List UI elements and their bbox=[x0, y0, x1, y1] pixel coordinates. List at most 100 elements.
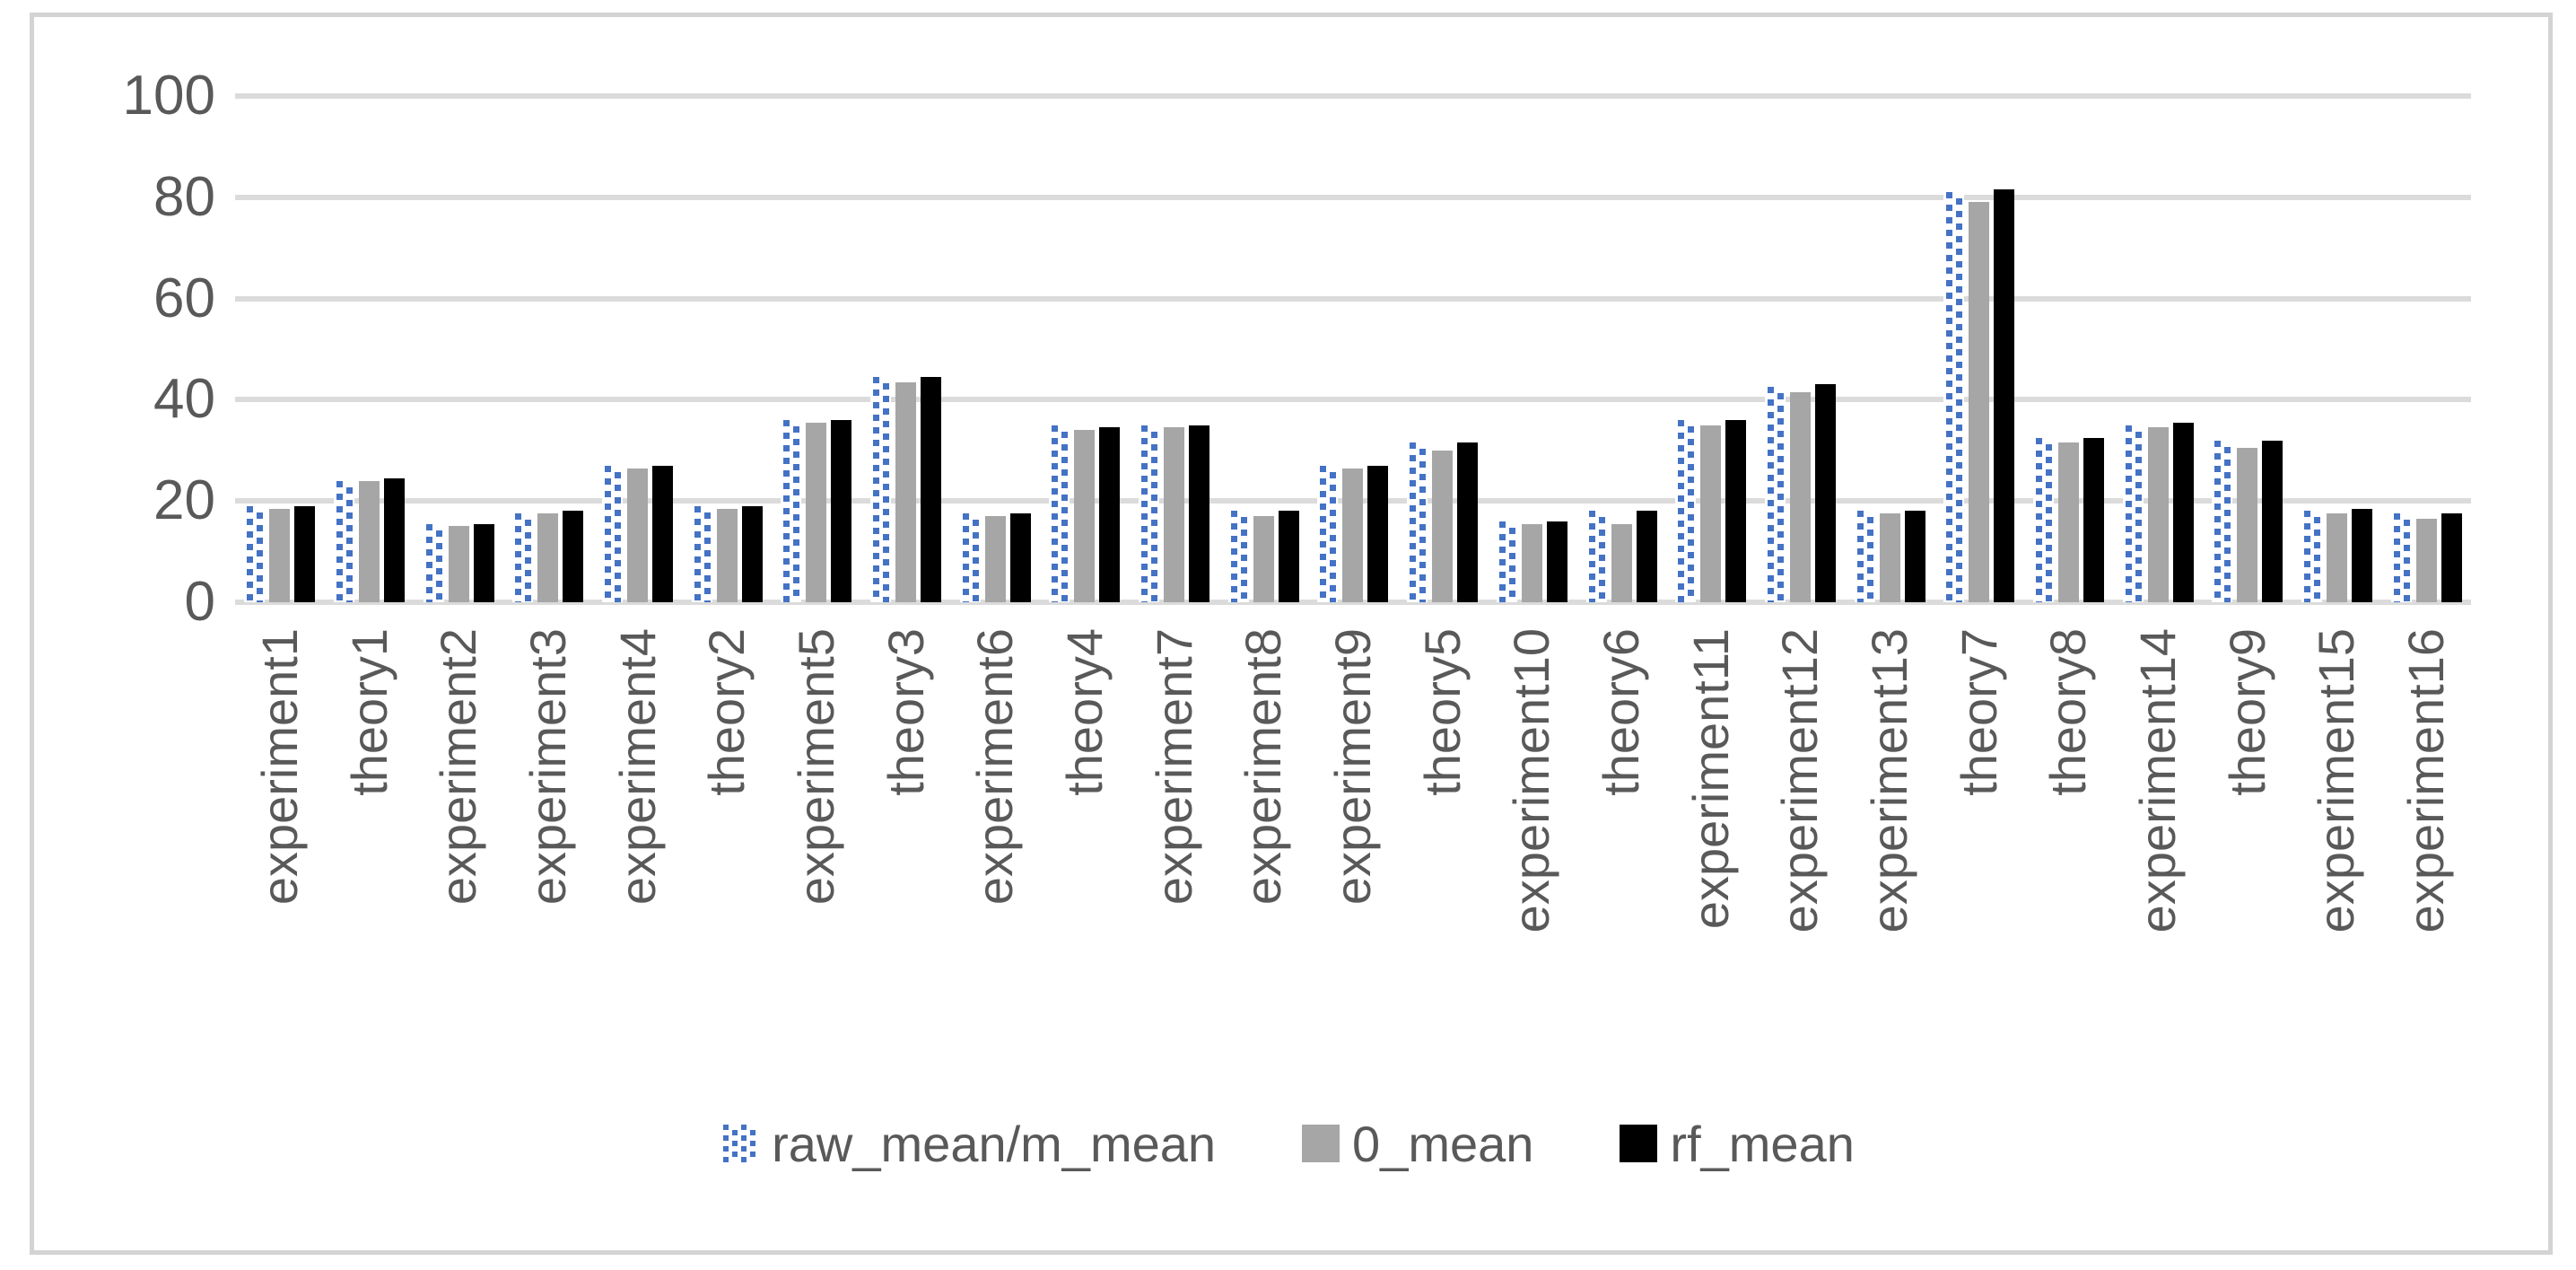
x-category-label-experiment8: experiment8 bbox=[1235, 628, 1292, 906]
bar-0_mean-theory9 bbox=[2237, 447, 2258, 602]
bar-raw_mean/m_mean-experiment1 bbox=[244, 505, 266, 602]
bar-rf_mean-experiment10 bbox=[1546, 521, 1567, 602]
bar-0_mean-experiment13 bbox=[1879, 513, 1900, 602]
bar-raw_mean/m_mean-theory3 bbox=[870, 377, 892, 602]
bar-group-theory2 bbox=[682, 96, 772, 602]
bar-group-theory3 bbox=[861, 96, 951, 602]
bar-raw_mean/m_mean-experiment16 bbox=[2390, 513, 2412, 602]
bar-raw_mean/m_mean-experiment8 bbox=[1227, 511, 1249, 602]
bar-0_mean-experiment9 bbox=[1342, 468, 1364, 602]
x-category-label-experiment9: experiment9 bbox=[1324, 628, 1381, 906]
x-category-label-theory1: theory1 bbox=[340, 628, 397, 796]
bar-raw_mean/m_mean-theory8 bbox=[2032, 437, 2054, 602]
bar-0_mean-theory6 bbox=[1611, 523, 1632, 602]
x-category-label-experiment7: experiment7 bbox=[1145, 628, 1202, 906]
x-category-label-theory4: theory4 bbox=[1055, 628, 1113, 796]
gridline-100 bbox=[235, 93, 2471, 99]
bar-0_mean-experiment4 bbox=[627, 468, 649, 602]
bar-0_mean-experiment1 bbox=[269, 508, 291, 602]
x-category-label-experiment1: experiment1 bbox=[250, 628, 308, 906]
bar-raw_mean/m_mean-theory5 bbox=[1407, 442, 1428, 602]
bar-rf_mean-experiment8 bbox=[1278, 511, 1299, 602]
bar-group-theory5 bbox=[1398, 96, 1488, 602]
bar-0_mean-experiment14 bbox=[2147, 427, 2169, 602]
bar-group-experiment1 bbox=[235, 96, 325, 602]
bar-0_mean-experiment3 bbox=[537, 513, 559, 602]
bar-0_mean-experiment16 bbox=[2415, 518, 2437, 602]
y-tick-label-0: 0 bbox=[184, 571, 215, 633]
gridline-0 bbox=[235, 600, 2471, 605]
bar-group-experiment4 bbox=[593, 96, 683, 602]
bar-rf_mean-experiment3 bbox=[563, 511, 584, 602]
bar-raw_mean/m_mean-experiment11 bbox=[1675, 419, 1697, 602]
bar-group-experiment9 bbox=[1308, 96, 1398, 602]
bar-raw_mean/m_mean-experiment9 bbox=[1317, 465, 1339, 602]
bar-rf_mean-theory4 bbox=[1099, 427, 1121, 602]
bar-raw_mean/m_mean-theory4 bbox=[1049, 425, 1070, 602]
bar-group-experiment7 bbox=[1130, 96, 1219, 602]
x-category-label-theory2: theory2 bbox=[698, 628, 755, 796]
bar-rf_mean-experiment5 bbox=[831, 419, 852, 602]
bar-raw_mean/m_mean-theory2 bbox=[691, 505, 712, 602]
legend-label-0_mean: 0_mean bbox=[1352, 1115, 1534, 1172]
bar-0_mean-experiment11 bbox=[1700, 425, 1722, 602]
y-tick-label-20: 20 bbox=[153, 469, 215, 532]
bar-rf_mean-experiment6 bbox=[1009, 513, 1031, 602]
bar-group-experiment11 bbox=[1666, 96, 1756, 602]
bar-rf_mean-experiment12 bbox=[1814, 384, 1836, 602]
bar-rf_mean-experiment4 bbox=[652, 465, 674, 602]
bar-rf_mean-experiment9 bbox=[1367, 465, 1389, 602]
bar-group-experiment15 bbox=[2292, 96, 2382, 602]
x-category-label-experiment11: experiment11 bbox=[1681, 628, 1739, 930]
bar-raw_mean/m_mean-theory9 bbox=[2212, 440, 2233, 602]
bar-raw_mean/m_mean-experiment6 bbox=[959, 513, 981, 602]
x-category-label-experiment2: experiment2 bbox=[430, 628, 487, 906]
bar-rf_mean-experiment15 bbox=[2351, 508, 2372, 602]
bar-raw_mean/m_mean-experiment10 bbox=[1496, 521, 1517, 602]
bar-0_mean-experiment5 bbox=[806, 422, 827, 602]
chart-frame bbox=[30, 13, 2553, 1255]
y-tick-label-40: 40 bbox=[153, 368, 215, 431]
x-category-label-theory6: theory6 bbox=[1593, 628, 1650, 796]
bar-rf_mean-experiment1 bbox=[294, 505, 316, 602]
bar-0_mean-theory3 bbox=[895, 381, 917, 602]
bar-raw_mean/m_mean-experiment13 bbox=[1854, 511, 1875, 602]
bar-0_mean-experiment7 bbox=[1164, 427, 1185, 602]
bar-0_mean-theory4 bbox=[1074, 430, 1096, 602]
bar-group-theory6 bbox=[1576, 96, 1666, 602]
legend-item-rf_mean: rf_mean bbox=[1620, 1115, 1855, 1173]
bar-group-theory4 bbox=[1040, 96, 1130, 602]
bar-0_mean-theory1 bbox=[359, 480, 380, 602]
bar-rf_mean-theory3 bbox=[921, 377, 942, 602]
x-category-label-experiment14: experiment14 bbox=[2129, 628, 2187, 933]
gridline-60 bbox=[235, 295, 2471, 302]
x-category-label-experiment6: experiment6 bbox=[966, 628, 1024, 906]
legend: raw_mean/m_mean 0_mean rf_mean bbox=[0, 1106, 2576, 1181]
x-category-label-experiment15: experiment15 bbox=[2308, 628, 2365, 933]
bar-group-experiment8 bbox=[1218, 96, 1308, 602]
bar-rf_mean-theory5 bbox=[1457, 442, 1479, 602]
legend-label-rf_mean: rf_mean bbox=[1670, 1115, 1855, 1172]
bar-raw_mean/m_mean-theory1 bbox=[334, 480, 354, 602]
bar-group-experiment13 bbox=[1845, 96, 1934, 602]
bar-rf_mean-theory8 bbox=[2083, 437, 2104, 602]
bar-rf_mean-experiment14 bbox=[2172, 422, 2194, 602]
bar-rf_mean-experiment11 bbox=[1725, 419, 1747, 602]
gridline-40 bbox=[235, 397, 2471, 403]
bar-group-experiment12 bbox=[1756, 96, 1846, 602]
bar-0_mean-experiment10 bbox=[1521, 523, 1542, 602]
bar-rf_mean-theory7 bbox=[1994, 189, 2015, 602]
bar-group-theory8 bbox=[2024, 96, 2114, 602]
gridline-80 bbox=[235, 194, 2471, 200]
x-category-label-theory5: theory5 bbox=[1413, 628, 1471, 796]
legend-swatch-raw_mean/m_mean bbox=[721, 1125, 760, 1162]
bar-raw_mean/m_mean-experiment14 bbox=[2122, 425, 2144, 602]
bar-group-theory7 bbox=[1934, 96, 2024, 602]
bar-raw_mean/m_mean-experiment15 bbox=[2301, 511, 2322, 602]
bar-raw_mean/m_mean-experiment12 bbox=[1764, 387, 1786, 602]
x-category-label-experiment12: experiment12 bbox=[1771, 628, 1829, 933]
bar-rf_mean-theory1 bbox=[384, 477, 405, 602]
bar-rf_mean-experiment16 bbox=[2441, 513, 2462, 602]
x-category-label-theory8: theory8 bbox=[2039, 628, 2097, 796]
bar-group-experiment14 bbox=[2113, 96, 2203, 602]
